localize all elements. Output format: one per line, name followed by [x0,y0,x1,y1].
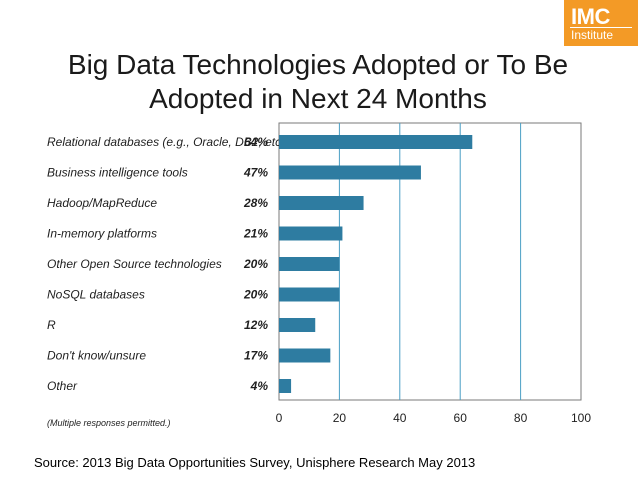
bar [279,135,473,149]
category-label: R [47,318,56,332]
bar [279,348,331,363]
slide-title-line-1: Big Data Technologies Adopted or To Be [67,49,569,80]
slide-title: Big Data Technologies Adopted or To Be A… [40,48,596,116]
category-label: Other [47,379,78,393]
logo-rule [570,27,632,28]
value-label: 20% [243,288,268,302]
logo-main-text: IMC [571,4,610,29]
category-label: Other Open Source technologies [47,257,222,271]
logo-sub-text: Institute [571,28,614,42]
value-label: 28% [243,196,268,210]
bar [279,287,340,302]
category-label: Hadoop/MapReduce [47,196,157,210]
bar [279,226,343,241]
bar [279,257,340,271]
value-label: 64% [244,135,268,149]
value-label: 4% [250,379,269,393]
multiple-responses-note: (Multiple responses permitted.) [47,418,171,428]
value-label: 20% [243,257,268,271]
x-tick-label-0: 0 [276,411,283,425]
bar [279,196,364,210]
category-label: NoSQL databases [47,288,145,302]
value-label: 17% [244,349,268,363]
bar [279,379,292,393]
category-label: Business intelligence tools [47,166,188,180]
bar [279,165,421,180]
x-tick-label-100: 100 [571,411,591,425]
bar [279,318,316,332]
slide-title-line-2: Adopted in Next 24 Months [149,83,487,114]
source-footnote: Source: 2013 Big Data Opportunities Surv… [34,455,476,470]
value-label: 21% [243,227,268,241]
imc-logo: IMC Institute [564,0,638,46]
x-tick-label-80: 80 [514,411,528,425]
value-label: 12% [244,318,268,332]
category-label: Relational databases (e.g., Oracle, DB2,… [47,135,288,149]
value-label: 47% [243,166,268,180]
x-tick-label-40: 40 [393,411,407,425]
category-label: Don't know/unsure [47,349,146,363]
category-label: In-memory platforms [47,227,157,241]
x-tick-label-60: 60 [454,411,468,425]
x-tick-label-20: 20 [333,411,347,425]
